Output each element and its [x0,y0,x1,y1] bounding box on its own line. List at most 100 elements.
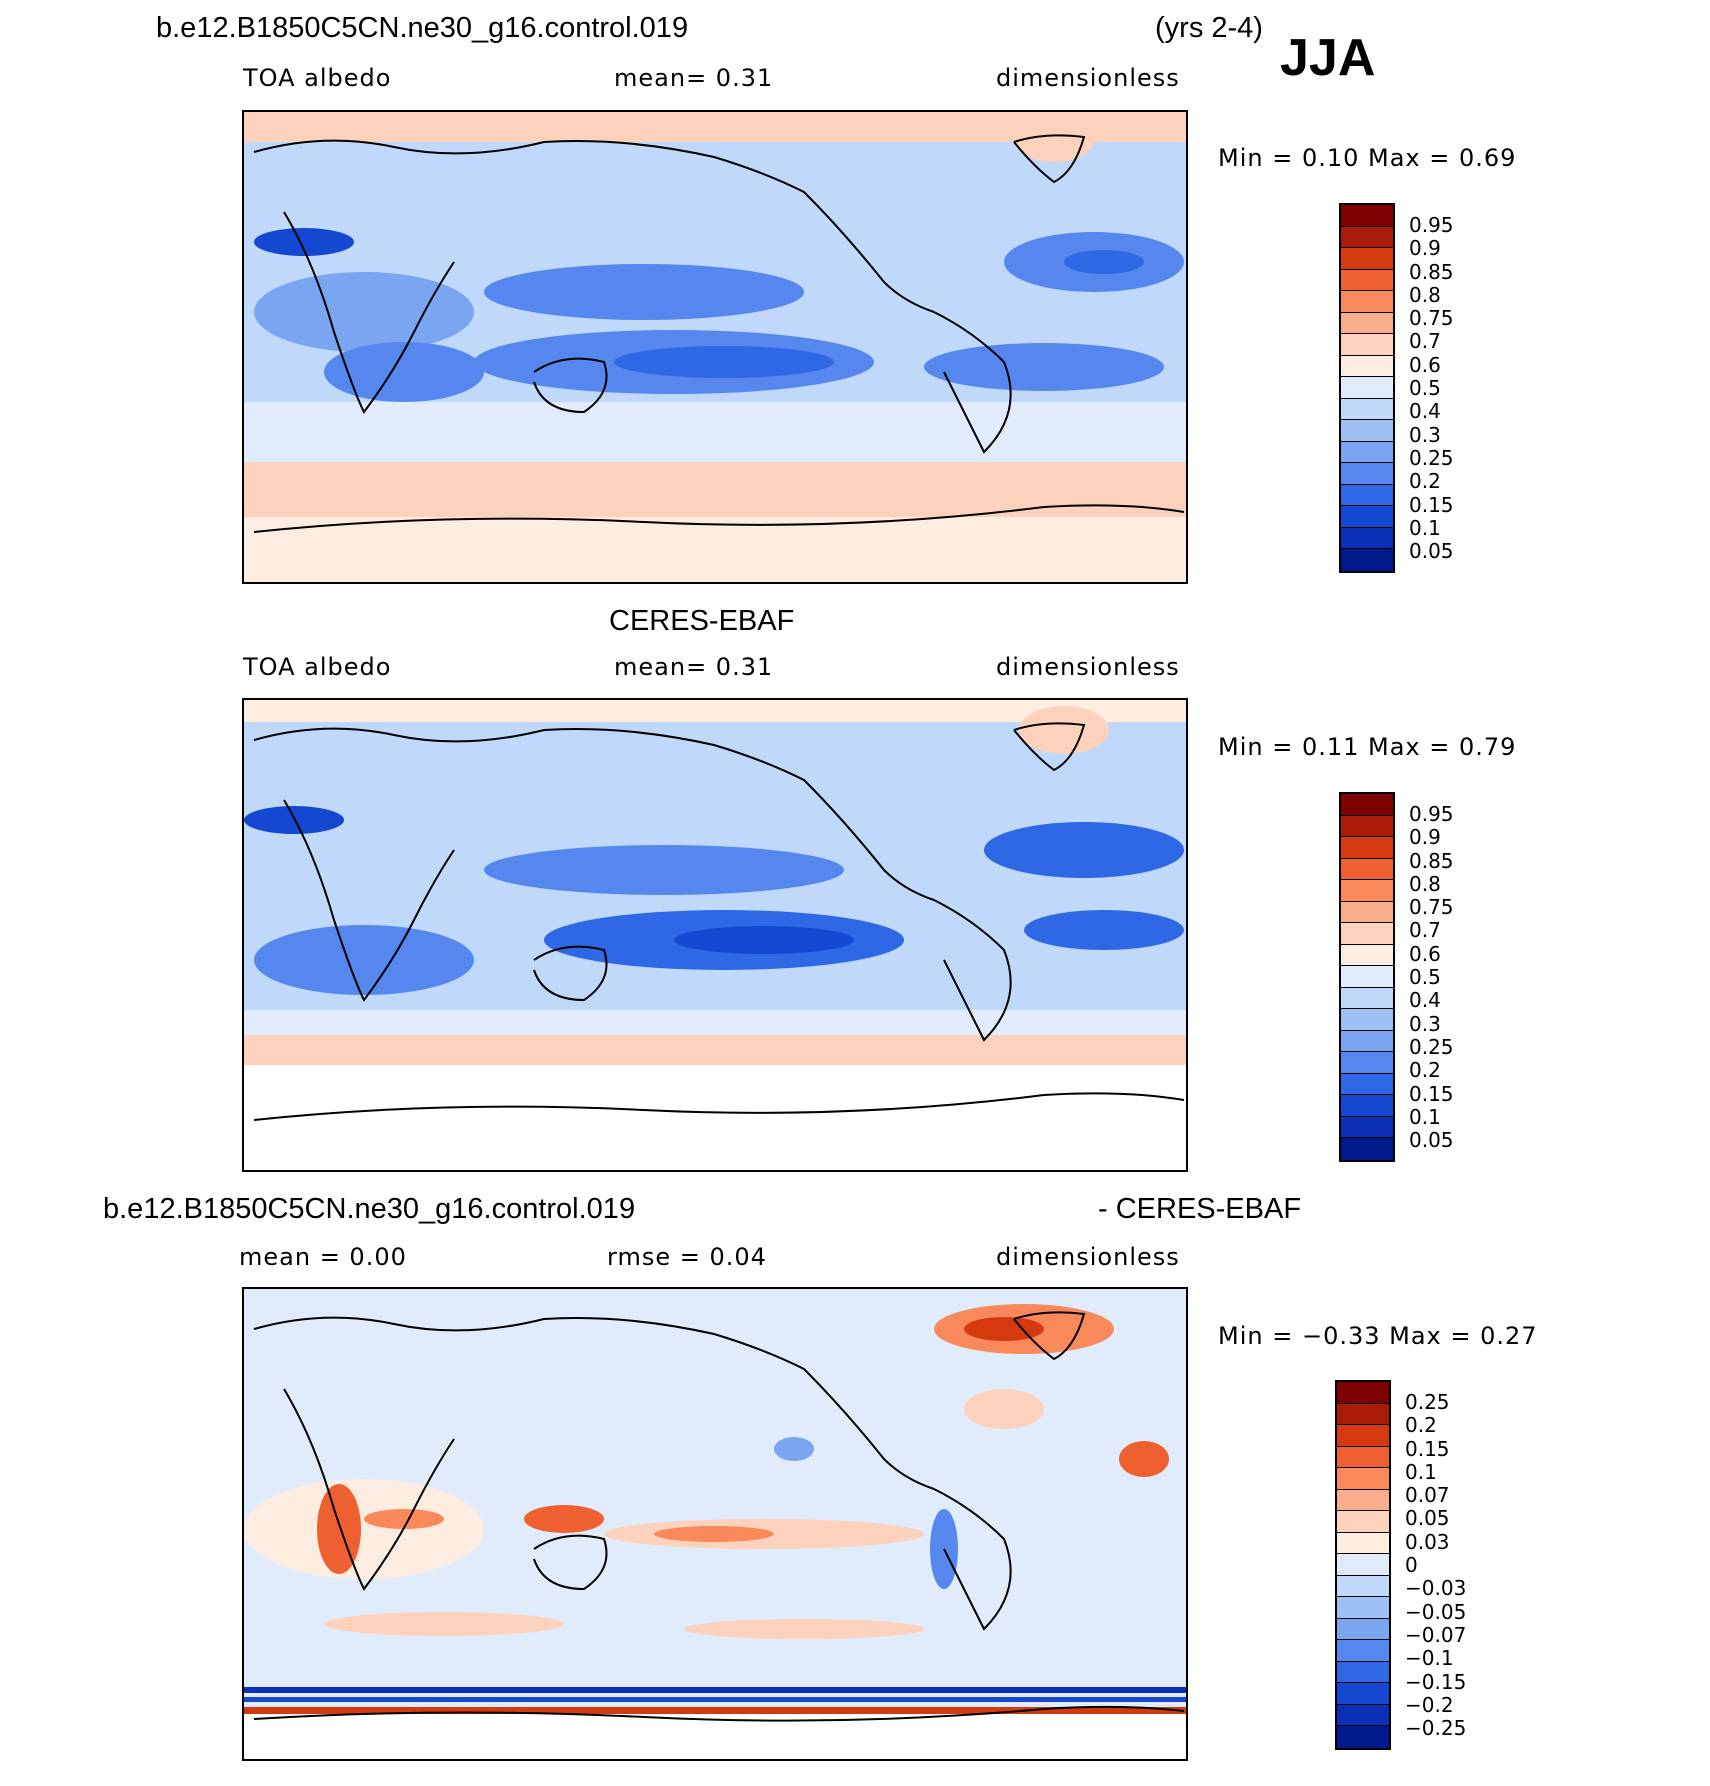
panel1-case-title: b.e12.B1850C5CN.ne30_g16.control.019 [156,12,689,44]
colorbar-swatch [1341,248,1393,270]
panel3-minmax: Min = −0.33 Max = 0.27 [1218,1322,1538,1350]
colorbar-tick-label: 0.05 [1409,1128,1454,1153]
colorbar-swatch [1341,355,1393,378]
colorbar-swatch [1341,398,1393,421]
colorbar-tick-label: 0.95 [1409,213,1454,237]
colorbar-tick-label: 0.03 [1405,1529,1450,1554]
colorbar-swatch [1337,1726,1389,1748]
colorbar-tick-label: −0.07 [1405,1622,1467,1647]
colorbar-swatch [1341,463,1393,485]
colorbar-tick-label: 0.85 [1409,259,1454,284]
colorbar-swatch [1341,1009,1393,1031]
panel2-dataset-title: CERES-EBAF [609,605,795,637]
colorbar-swatch [1341,923,1393,945]
colorbar-swatch [1341,484,1393,507]
colorbar-tick-label: −0.25 [1405,1716,1467,1741]
panel3-case-title: b.e12.B1850C5CN.ne30_g16.control.019 [103,1193,636,1225]
colorbar-swatch [1341,944,1393,967]
colorbar-tick-label: −0.1 [1405,1646,1454,1671]
colorbar-tick-label: 0.2 [1405,1413,1437,1438]
panel1-mean-stat: mean= 0.31 [614,64,774,92]
colorbar-swatch [1341,527,1393,550]
colorbar-tick-label: 0.6 [1409,941,1441,966]
colorbar-swatch [1337,1489,1389,1512]
colorbar-swatch [1341,966,1393,988]
colorbar-tick-label: 0.07 [1405,1483,1450,1508]
panel1-colorbar-labels: 0.95 0.9 0.85 0.8 0.75 0.7 0.6 0.5 0.4 0.3 0.25 0.2… [1409,213,1454,563]
panel3-rmse-stat: rmse = 0.04 [607,1243,767,1271]
panel2-units: dimensionless [996,653,1180,681]
colorbar-tick-label: 0.7 [1409,329,1441,354]
panel1-minmax: Min = 0.10 Max = 0.69 [1218,144,1517,172]
colorbar-swatch [1341,549,1393,571]
colorbar-swatch [1341,1138,1393,1160]
panel2-map [242,698,1188,1172]
colorbar-tick-label: 0.1 [1409,1104,1441,1129]
colorbar-tick-label: 0.25 [1405,1390,1450,1414]
colorbar-swatch [1337,1597,1389,1619]
colorbar-tick-label: 0.25 [1409,1034,1454,1059]
panel1-years-label: (yrs 2-4) [1155,12,1263,44]
colorbar-tick-label: −0.15 [1405,1669,1467,1694]
colorbar-swatch [1341,987,1393,1010]
colorbar-swatch [1341,269,1393,292]
colorbar-tick-label: 0.3 [1409,422,1441,447]
colorbar-tick-label: −0.2 [1405,1692,1454,1717]
colorbar-tick-label: 0.4 [1409,399,1441,424]
colorbar-tick-label: 0.5 [1409,965,1441,990]
colorbar-swatch [1341,901,1393,924]
colorbar-tick-label: −0.05 [1405,1599,1467,1624]
colorbar-tick-label: 0.75 [1409,895,1454,920]
panel1-units: dimensionless [996,64,1180,92]
colorbar-tick-label: 0.2 [1409,1058,1441,1083]
panel2-mean-stat: mean= 0.31 [614,653,774,681]
colorbar-tick-label: 0.15 [1405,1436,1450,1461]
colorbar-swatch [1337,1425,1389,1447]
colorbar-tick-label: 0.05 [1405,1506,1450,1531]
colorbar-swatch [1341,815,1393,838]
colorbar-swatch [1337,1446,1389,1469]
panel3-mean-stat: mean = 0.00 [239,1243,407,1271]
colorbar-tick-label: 0.3 [1409,1011,1441,1036]
colorbar-swatch [1337,1532,1389,1555]
colorbar-tick-label: 0 [1405,1553,1418,1578]
colorbar-swatch [1341,880,1393,902]
colorbar-swatch [1341,506,1393,528]
panel3-colorbar [1335,1380,1391,1750]
colorbar-tick-label: 0.8 [1409,871,1441,896]
panel2-colorbar [1339,792,1395,1162]
colorbar-swatch [1341,1116,1393,1139]
colorbar-swatch [1337,1640,1389,1662]
panel3-colorbar-labels: 0.25 0.2 0.15 0.1 0.07 0.05 0.03 0 −0.03 −0.05 −0.… [1405,1390,1467,1741]
colorbar-tick-label: −0.03 [1405,1576,1467,1601]
colorbar-tick-label: 0.1 [1409,515,1441,540]
colorbar-tick-label: 0.85 [1409,848,1454,873]
colorbar-swatch [1337,1575,1389,1598]
colorbar-swatch [1341,1095,1393,1117]
panel2-colorbar-labels: 0.95 0.9 0.85 0.8 0.75 0.7 0.6 0.5 0.4 0.3 0.25 0.2… [1409,802,1454,1153]
colorbar-swatch [1341,420,1393,442]
colorbar-tick-label: 0.5 [1409,376,1441,401]
colorbar-tick-label: 0.2 [1409,469,1441,494]
colorbar-tick-label: 0.7 [1409,918,1441,943]
colorbar-swatch [1337,1704,1389,1727]
colorbar-swatch [1337,1661,1389,1684]
panel3-units: dimensionless [996,1243,1180,1271]
colorbar-tick-label: 0.25 [1409,445,1454,470]
colorbar-swatch [1337,1511,1389,1533]
colorbar-swatch [1341,1052,1393,1074]
colorbar-swatch [1341,441,1393,464]
colorbar-swatch [1337,1554,1389,1576]
panel1-colorbar [1339,203,1395,573]
panel3-minus-dataset: - CERES-EBAF [1098,1193,1302,1225]
colorbar-swatch [1337,1403,1389,1426]
colorbar-swatch [1337,1382,1389,1404]
colorbar-tick-label: 0.9 [1409,236,1441,261]
colorbar-tick-label: 0.1 [1405,1459,1437,1484]
colorbar-swatch [1341,334,1393,356]
colorbar-tick-label: 0.8 [1409,282,1441,307]
colorbar-swatch [1341,1073,1393,1096]
panel3-map [242,1287,1188,1761]
colorbar-swatch [1337,1683,1389,1705]
panel2-variable-name: TOA albedo [243,653,392,681]
